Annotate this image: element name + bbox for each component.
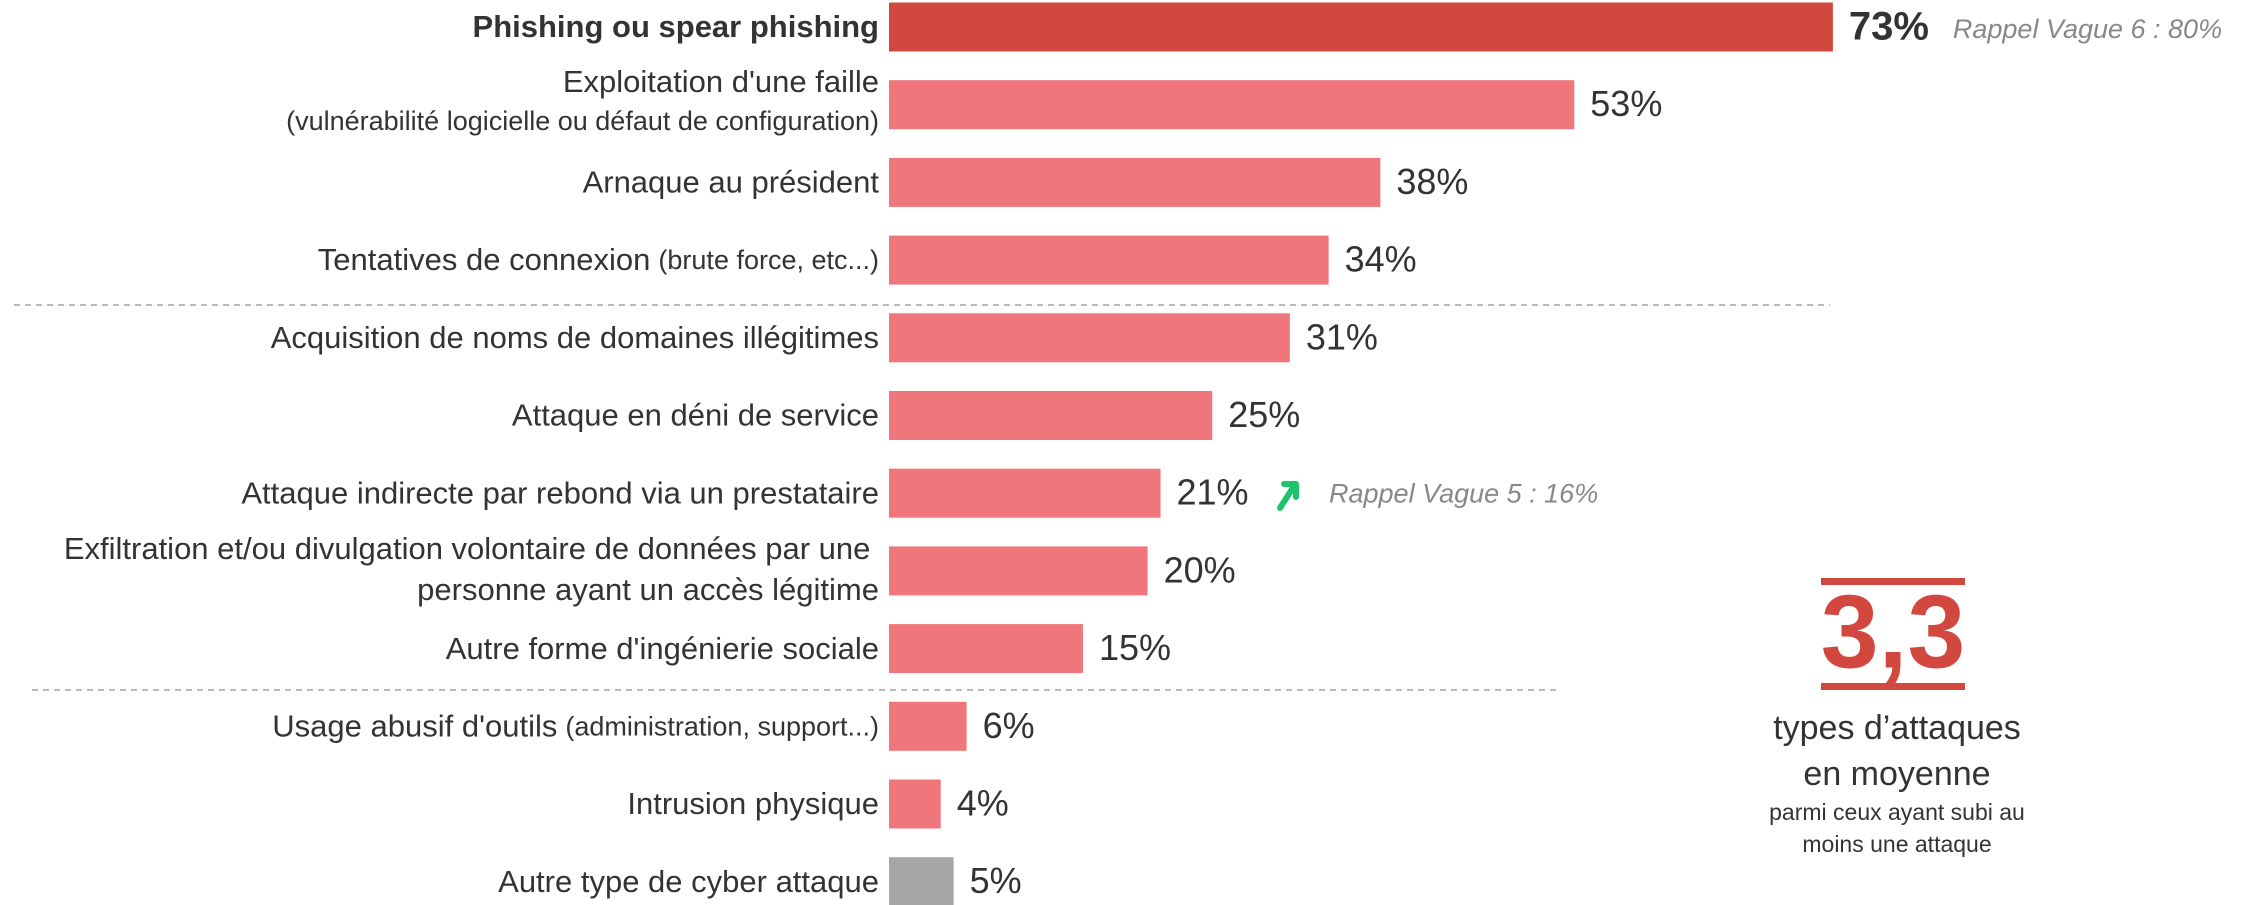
- bar: [889, 468, 1161, 518]
- category-label: Exploitation d'une faille: [563, 64, 879, 99]
- category-label: Usage abusif d'outils (administration, su…: [272, 708, 879, 743]
- value-label: 21%: [1177, 472, 1249, 513]
- summary-note: moins une attaque: [1802, 831, 1991, 857]
- bar: [889, 546, 1148, 596]
- value-label: 34%: [1345, 239, 1417, 280]
- category-label: Attaque indirecte par rebond via un pres…: [241, 475, 879, 510]
- bar: [889, 157, 1381, 207]
- category-detail: (vulnérabilité logicielle ou défaut de c…: [286, 106, 879, 136]
- category-line: Exfiltration et/ou divulgation volontair…: [64, 531, 879, 566]
- value-label: 5%: [970, 860, 1022, 901]
- category-main: Usage abusif d'outils: [272, 708, 557, 743]
- category-label: Attaque en déni de service: [512, 398, 879, 433]
- value-label: 53%: [1590, 83, 1662, 124]
- summary-note: parmi ceux ayant subi au: [1769, 799, 2025, 825]
- trend-arrow: [1277, 481, 1299, 511]
- category-label: Acquisition de noms de domaines illégiti…: [271, 320, 879, 355]
- value-label: 73%: [1849, 5, 1929, 49]
- value-label: 31%: [1306, 316, 1378, 357]
- summary-line: en moyenne: [1803, 755, 1990, 793]
- bar: [889, 2, 1833, 52]
- category-label: Tentatives de connexion (brute force, etc…: [318, 242, 879, 277]
- bar: [889, 701, 967, 751]
- category-line: personne ayant un accès légitime: [417, 572, 879, 607]
- bar: [889, 857, 954, 905]
- summary-rule: [1821, 683, 1965, 690]
- value-label: 6%: [983, 705, 1035, 746]
- value-label: 25%: [1228, 394, 1300, 435]
- value-label: 20%: [1164, 549, 1236, 590]
- category-label: Intrusion physique: [627, 786, 879, 821]
- value-label: 4%: [957, 783, 1009, 824]
- bar: [889, 80, 1575, 130]
- category-label: Phishing ou spear phishing: [473, 9, 879, 44]
- bar: [889, 779, 941, 829]
- category-detail: (administration, support...): [565, 711, 879, 741]
- value-label: 38%: [1396, 161, 1468, 202]
- bar: [889, 624, 1083, 674]
- bar: [889, 313, 1290, 363]
- bar: [889, 235, 1329, 285]
- summary-rule: [1821, 578, 1965, 585]
- category-detail: (brute force, etc...): [658, 245, 879, 275]
- annotation: Rappel Vague 6 : 80%: [1953, 14, 2222, 44]
- summary-line: types d’attaques: [1773, 709, 2021, 747]
- annotation: Rappel Vague 5 : 16%: [1329, 478, 1598, 508]
- summary-value: 3,3: [1821, 574, 1966, 690]
- value-label: 15%: [1099, 627, 1171, 668]
- category-main: Tentatives de connexion: [318, 242, 651, 277]
- category-label: Exfiltration et/ou divulgation volontair…: [64, 531, 879, 607]
- category-label: Arnaque au président: [583, 165, 880, 200]
- category-label: Autre type de cyber attaque: [498, 864, 879, 899]
- category-label: Autre forme d'ingénierie sociale: [446, 631, 879, 666]
- bar: [889, 391, 1213, 440]
